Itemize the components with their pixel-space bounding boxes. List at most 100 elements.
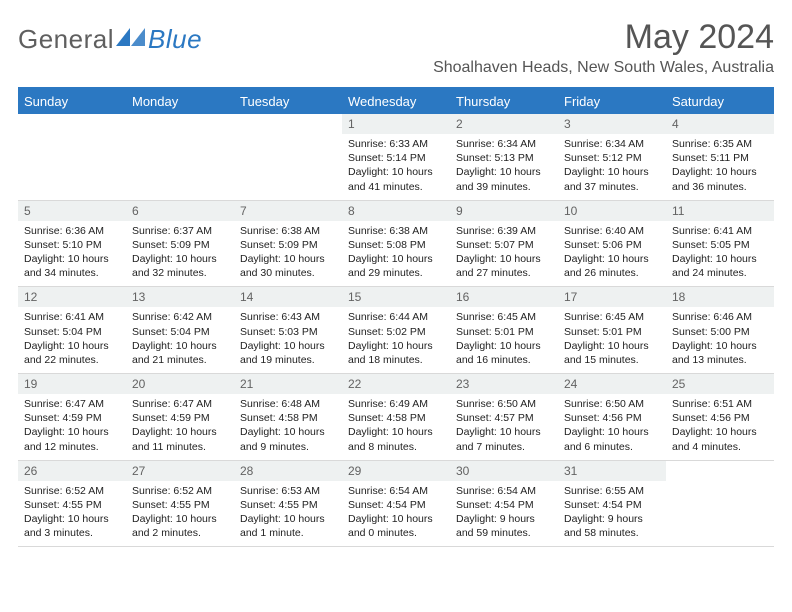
day-wrap: 31Sunrise: 6:55 AMSunset: 4:54 PMDayligh… [558, 461, 666, 547]
day-wrap: 23Sunrise: 6:50 AMSunset: 4:57 PMDayligh… [450, 374, 558, 460]
weekday-header: Sunday [18, 88, 126, 114]
day-body: Sunrise: 6:38 AMSunset: 5:08 PMDaylight:… [342, 221, 450, 287]
weekday-header: Monday [126, 88, 234, 114]
day-wrap: 20Sunrise: 6:47 AMSunset: 4:59 PMDayligh… [126, 374, 234, 460]
sunrise-line: Sunrise: 6:47 AM [24, 397, 120, 411]
day-body: Sunrise: 6:36 AMSunset: 5:10 PMDaylight:… [18, 221, 126, 287]
calendar-cell: 31Sunrise: 6:55 AMSunset: 4:54 PMDayligh… [558, 460, 666, 547]
daylight-line: Daylight: 10 hours and 36 minutes. [672, 165, 768, 193]
daylight-line: Daylight: 10 hours and 4 minutes. [672, 425, 768, 453]
sunset-line: Sunset: 4:55 PM [24, 498, 120, 512]
calendar-cell: 6Sunrise: 6:37 AMSunset: 5:09 PMDaylight… [126, 200, 234, 287]
day-wrap: 30Sunrise: 6:54 AMSunset: 4:54 PMDayligh… [450, 461, 558, 547]
sunrise-line: Sunrise: 6:34 AM [456, 137, 552, 151]
sunset-line: Sunset: 5:04 PM [132, 325, 228, 339]
sunrise-line: Sunrise: 6:55 AM [564, 484, 660, 498]
day-body: Sunrise: 6:45 AMSunset: 5:01 PMDaylight:… [558, 307, 666, 373]
day-body: Sunrise: 6:39 AMSunset: 5:07 PMDaylight:… [450, 221, 558, 287]
calendar-head: SundayMondayTuesdayWednesdayThursdayFrid… [18, 88, 774, 114]
sunset-line: Sunset: 5:08 PM [348, 238, 444, 252]
daylight-line: Daylight: 10 hours and 0 minutes. [348, 512, 444, 540]
sunrise-line: Sunrise: 6:50 AM [564, 397, 660, 411]
sunset-line: Sunset: 4:58 PM [240, 411, 336, 425]
sunset-line: Sunset: 5:02 PM [348, 325, 444, 339]
day-number: 6 [126, 201, 234, 221]
sunset-line: Sunset: 4:56 PM [672, 411, 768, 425]
day-body: Sunrise: 6:52 AMSunset: 4:55 PMDaylight:… [18, 481, 126, 547]
daylight-line: Daylight: 10 hours and 26 minutes. [564, 252, 660, 280]
sunrise-line: Sunrise: 6:54 AM [456, 484, 552, 498]
day-wrap: 18Sunrise: 6:46 AMSunset: 5:00 PMDayligh… [666, 287, 774, 373]
calendar-cell: 26Sunrise: 6:52 AMSunset: 4:55 PMDayligh… [18, 460, 126, 547]
sunset-line: Sunset: 5:10 PM [24, 238, 120, 252]
sunrise-line: Sunrise: 6:38 AM [348, 224, 444, 238]
sunrise-line: Sunrise: 6:41 AM [24, 310, 120, 324]
day-number: 24 [558, 374, 666, 394]
day-body: Sunrise: 6:48 AMSunset: 4:58 PMDaylight:… [234, 394, 342, 460]
sunrise-line: Sunrise: 6:51 AM [672, 397, 768, 411]
sunset-line: Sunset: 4:54 PM [456, 498, 552, 512]
daylight-line: Daylight: 10 hours and 18 minutes. [348, 339, 444, 367]
sunrise-line: Sunrise: 6:52 AM [132, 484, 228, 498]
sunset-line: Sunset: 5:05 PM [672, 238, 768, 252]
sunset-line: Sunset: 4:58 PM [348, 411, 444, 425]
sunrise-line: Sunrise: 6:44 AM [348, 310, 444, 324]
day-number: 21 [234, 374, 342, 394]
day-body: Sunrise: 6:50 AMSunset: 4:56 PMDaylight:… [558, 394, 666, 460]
day-number: 30 [450, 461, 558, 481]
sunrise-line: Sunrise: 6:35 AM [672, 137, 768, 151]
sunset-line: Sunset: 5:13 PM [456, 151, 552, 165]
day-body: Sunrise: 6:47 AMSunset: 4:59 PMDaylight:… [126, 394, 234, 460]
header-right: May 2024 Shoalhaven Heads, New South Wal… [433, 18, 774, 85]
day-number: 20 [126, 374, 234, 394]
sunrise-line: Sunrise: 6:43 AM [240, 310, 336, 324]
logo-text-2: Blue [148, 24, 202, 55]
daylight-line: Daylight: 10 hours and 41 minutes. [348, 165, 444, 193]
day-wrap: 9Sunrise: 6:39 AMSunset: 5:07 PMDaylight… [450, 201, 558, 287]
sunrise-line: Sunrise: 6:50 AM [456, 397, 552, 411]
sunset-line: Sunset: 4:55 PM [132, 498, 228, 512]
sunrise-line: Sunrise: 6:33 AM [348, 137, 444, 151]
day-number: 13 [126, 287, 234, 307]
day-body: Sunrise: 6:38 AMSunset: 5:09 PMDaylight:… [234, 221, 342, 287]
calendar-cell: 21Sunrise: 6:48 AMSunset: 4:58 PMDayligh… [234, 374, 342, 461]
sunrise-line: Sunrise: 6:45 AM [456, 310, 552, 324]
day-number: 12 [18, 287, 126, 307]
daylight-line: Daylight: 10 hours and 39 minutes. [456, 165, 552, 193]
calendar-cell: 10Sunrise: 6:40 AMSunset: 5:06 PMDayligh… [558, 200, 666, 287]
daylight-line: Daylight: 9 hours and 58 minutes. [564, 512, 660, 540]
daylight-line: Daylight: 10 hours and 22 minutes. [24, 339, 120, 367]
sunrise-line: Sunrise: 6:54 AM [348, 484, 444, 498]
day-wrap: 6Sunrise: 6:37 AMSunset: 5:09 PMDaylight… [126, 201, 234, 287]
day-body: Sunrise: 6:43 AMSunset: 5:03 PMDaylight:… [234, 307, 342, 373]
day-wrap: 22Sunrise: 6:49 AMSunset: 4:58 PMDayligh… [342, 374, 450, 460]
day-wrap: 13Sunrise: 6:42 AMSunset: 5:04 PMDayligh… [126, 287, 234, 373]
daylight-line: Daylight: 10 hours and 37 minutes. [564, 165, 660, 193]
day-number: 14 [234, 287, 342, 307]
sunrise-line: Sunrise: 6:39 AM [456, 224, 552, 238]
weekday-row: SundayMondayTuesdayWednesdayThursdayFrid… [18, 88, 774, 114]
day-number: 18 [666, 287, 774, 307]
day-body: Sunrise: 6:52 AMSunset: 4:55 PMDaylight:… [126, 481, 234, 547]
day-number: 11 [666, 201, 774, 221]
day-number: 19 [18, 374, 126, 394]
day-wrap: 5Sunrise: 6:36 AMSunset: 5:10 PMDaylight… [18, 201, 126, 287]
calendar-cell: 23Sunrise: 6:50 AMSunset: 4:57 PMDayligh… [450, 374, 558, 461]
day-wrap: .. [666, 461, 774, 537]
day-wrap: 11Sunrise: 6:41 AMSunset: 5:05 PMDayligh… [666, 201, 774, 287]
day-number: 8 [342, 201, 450, 221]
day-wrap: .. [126, 114, 234, 190]
daylight-line: Daylight: 10 hours and 12 minutes. [24, 425, 120, 453]
weekday-header: Saturday [666, 88, 774, 114]
sunset-line: Sunset: 4:59 PM [24, 411, 120, 425]
sunset-line: Sunset: 4:59 PM [132, 411, 228, 425]
logo-mark-icon [116, 26, 146, 53]
day-wrap: 19 Sunrise: 6:47 AMSunset: 4:59 PMDayligh… [18, 374, 126, 460]
daylight-line: Daylight: 10 hours and 8 minutes. [348, 425, 444, 453]
calendar-cell: 5Sunrise: 6:36 AMSunset: 5:10 PMDaylight… [18, 200, 126, 287]
calendar-cell: 30Sunrise: 6:54 AMSunset: 4:54 PMDayligh… [450, 460, 558, 547]
day-number: 5 [18, 201, 126, 221]
calendar-body: ......1Sunrise: 6:33 AMSunset: 5:14 PMDa… [18, 114, 774, 547]
sunrise-line: Sunrise: 6:41 AM [672, 224, 768, 238]
daylight-line: Daylight: 10 hours and 30 minutes. [240, 252, 336, 280]
